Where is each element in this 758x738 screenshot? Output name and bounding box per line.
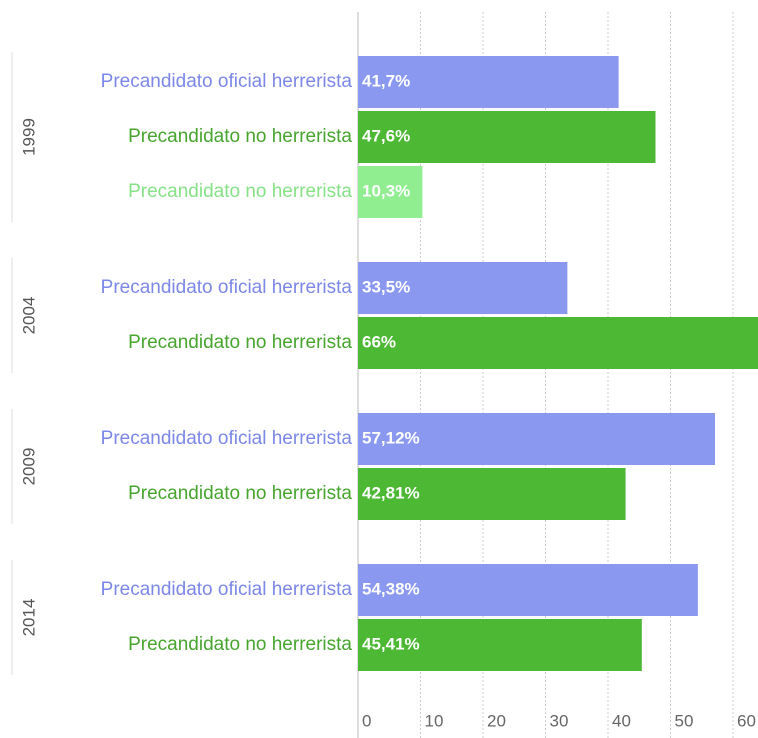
bar-label: Precandidato no herrerista — [128, 634, 352, 655]
value-label: 33,5% — [362, 277, 410, 296]
bar-label: Precandidato no herrerista — [128, 126, 352, 147]
group-label: 2004 — [19, 297, 38, 335]
value-label: 54,38% — [362, 579, 420, 598]
value-label: 66% — [362, 332, 396, 351]
bar-label: Precandidato oficial herrerista — [101, 428, 353, 449]
x-tick-label: 40 — [612, 711, 631, 730]
value-label: 45,41% — [362, 634, 420, 653]
bar-label: Precandidato oficial herrerista — [101, 579, 353, 600]
bar — [358, 564, 698, 616]
bar — [358, 111, 656, 163]
bar — [358, 468, 626, 520]
x-tick-label: 0 — [362, 711, 371, 730]
group-label: 2014 — [19, 599, 38, 637]
value-label: 10,3% — [362, 181, 410, 200]
bar — [358, 619, 642, 671]
x-tick-label: 30 — [550, 711, 569, 730]
bar-label: Precandidato oficial herrerista — [101, 277, 353, 298]
value-label: 42,81% — [362, 483, 420, 502]
value-label: 41,7% — [362, 71, 410, 90]
group-label: 1999 — [19, 118, 38, 156]
value-label: 57,12% — [362, 428, 420, 447]
value-label: 47,6% — [362, 126, 410, 145]
bar-label: Precandidato no herrerista — [128, 483, 352, 504]
x-tick-label: 10 — [425, 711, 444, 730]
bar-label: Precandidato no herrerista — [128, 332, 352, 353]
bar — [358, 317, 758, 369]
x-tick-label: 50 — [675, 711, 694, 730]
x-tick-label: 20 — [487, 711, 506, 730]
bars — [358, 56, 758, 671]
bar — [358, 262, 568, 314]
x-tick-label: 60 — [737, 711, 756, 730]
bar — [358, 166, 423, 218]
bar-label: Precandidato oficial herrerista — [101, 71, 353, 92]
bar-label: Precandidato no herrerista — [128, 181, 352, 202]
group-label: 2009 — [19, 448, 38, 486]
bar — [358, 56, 619, 108]
bar — [358, 413, 715, 465]
